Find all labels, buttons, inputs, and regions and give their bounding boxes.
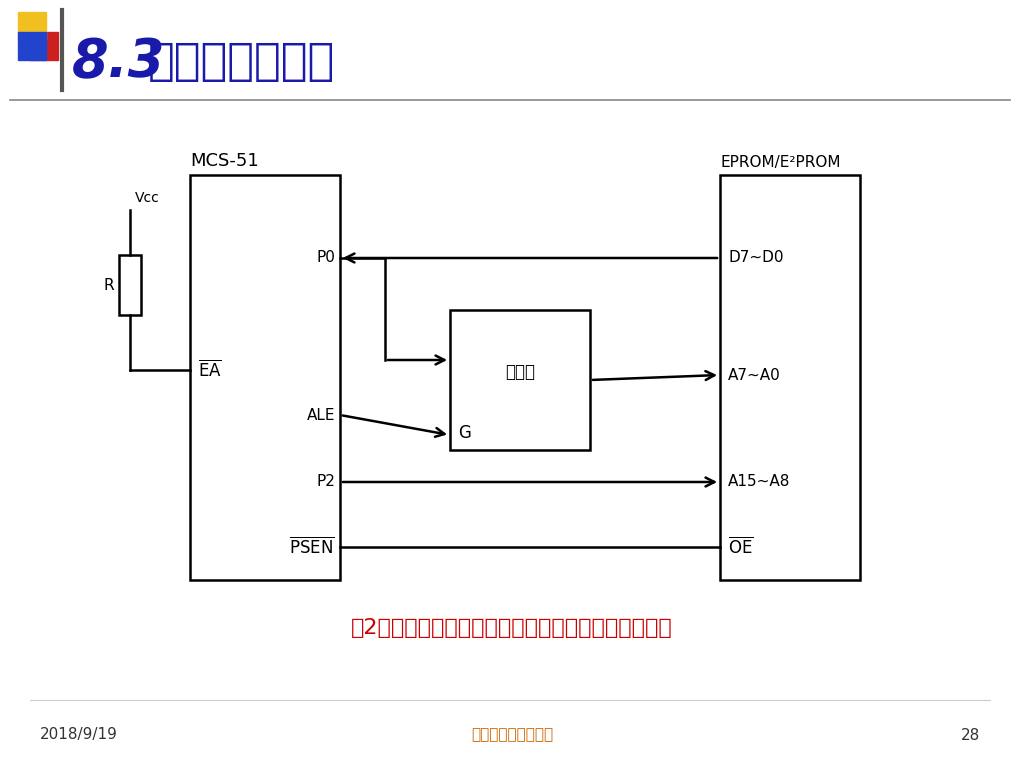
Bar — [18, 12, 46, 40]
Text: A15~A8: A15~A8 — [728, 475, 791, 489]
Bar — [720, 175, 860, 580]
Text: $\overline{\rm OE}$: $\overline{\rm OE}$ — [728, 537, 754, 558]
Text: MCS-51: MCS-51 — [190, 152, 259, 170]
Text: G: G — [458, 424, 471, 442]
Text: 锁存器: 锁存器 — [505, 363, 535, 381]
Text: $\overline{\rm PSEN}$: $\overline{\rm PSEN}$ — [290, 537, 335, 558]
Text: 程序存储器扩展: 程序存储器扩展 — [148, 41, 335, 84]
Bar — [190, 175, 340, 580]
Text: 单片机原理及其应用: 单片机原理及其应用 — [471, 727, 553, 743]
Text: 2018/9/19: 2018/9/19 — [40, 727, 118, 743]
Text: ALE: ALE — [306, 408, 335, 422]
Bar — [18, 32, 46, 60]
Text: 8.3: 8.3 — [72, 36, 166, 88]
Text: EPROM/E²PROM: EPROM/E²PROM — [720, 155, 841, 170]
Bar — [450, 310, 590, 450]
Text: $\overline{\rm EA}$: $\overline{\rm EA}$ — [198, 359, 222, 380]
Text: D7~D0: D7~D0 — [728, 250, 783, 266]
Text: 28: 28 — [961, 727, 980, 743]
Text: A7~A0: A7~A0 — [728, 368, 780, 382]
Text: P0: P0 — [316, 250, 335, 266]
Text: （2）保留片内程序存储器的程序存储器扩展电路原理: （2）保留片内程序存储器的程序存储器扩展电路原理 — [351, 618, 673, 638]
Bar — [30, 32, 58, 60]
Text: Vcc: Vcc — [135, 191, 160, 205]
Text: P2: P2 — [316, 475, 335, 489]
Bar — [119, 255, 141, 315]
Text: R: R — [103, 277, 114, 293]
